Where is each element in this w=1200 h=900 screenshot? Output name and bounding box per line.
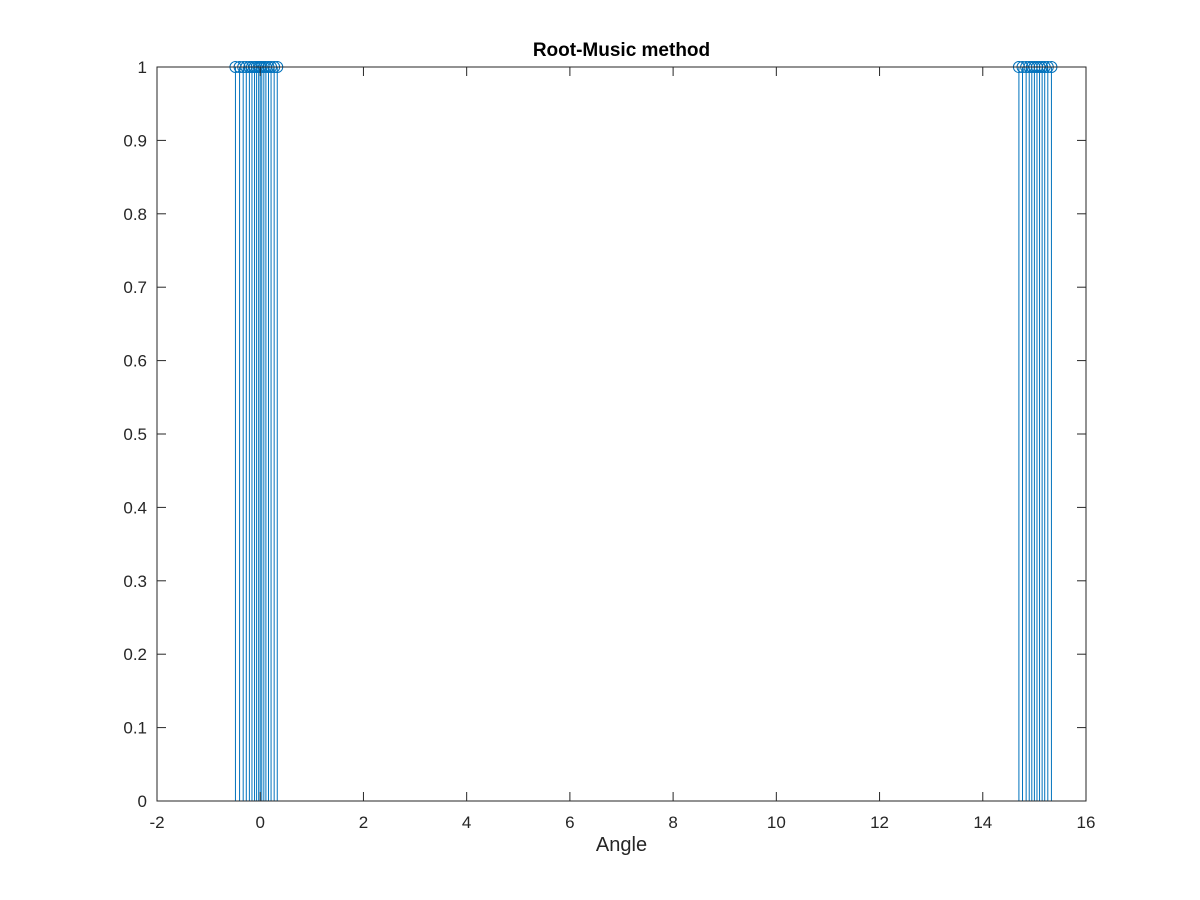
x-axis-label: Angle [596,834,647,856]
y-tick-label: 1 [138,58,147,77]
x-tick-label: 2 [359,813,368,832]
x-tick-label: 6 [565,813,574,832]
y-tick-label: 0.7 [123,278,147,297]
x-tick-label: 16 [1077,813,1096,832]
x-tick-label: 10 [767,813,786,832]
y-tick-label: 0.9 [123,131,147,150]
stems-layer [229,61,1058,801]
y-tick-label: 0.2 [123,645,147,664]
y-tick-label: 0.8 [123,205,147,224]
y-tick-label: 0 [138,792,147,811]
x-tick-label: 4 [462,813,471,832]
x-tick-label: -2 [149,813,164,832]
y-tick-label: 0.6 [123,352,147,371]
plot-area-box [156,66,1087,802]
y-tick-label: 0.4 [123,498,147,517]
x-tick-label: 0 [255,813,264,832]
y-tick-label: 0.5 [123,425,147,444]
ticks-layer: -2 0 2 4 6 8 10 12 14 1600.10.20.30.40.50.60.70.8… [123,58,1095,832]
x-tick-label: 12 [870,813,889,832]
y-tick-label: 0.3 [123,572,147,591]
y-tick-label: 0.1 [123,719,147,738]
x-tick-label: 14 [973,813,992,832]
chart-title: Root-Music method [533,40,710,61]
x-tick-label: 8 [668,813,677,832]
